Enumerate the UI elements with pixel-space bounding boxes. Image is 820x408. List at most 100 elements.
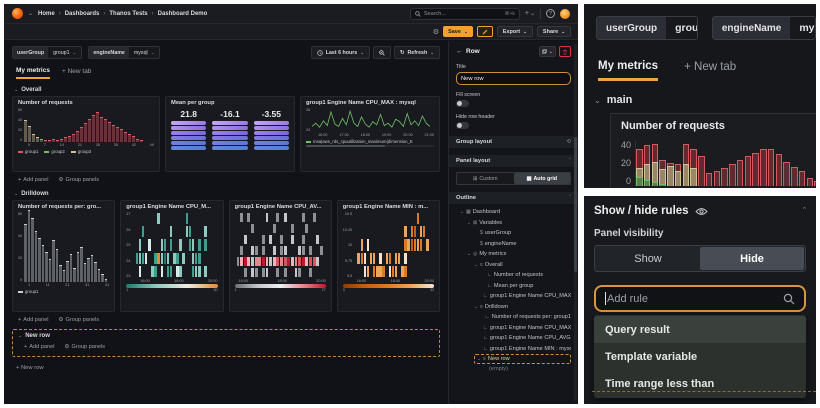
outline-node-mean-per-group[interactable]: ∟ Mean per group [487, 282, 534, 289]
legend-item[interactable]: msa|aws_rds_cpuutilization_maximum{dimen… [306, 139, 413, 144]
dashboard-settings-icon[interactable]: ⚙ [432, 28, 440, 36]
section-main[interactable]: ⌄ main [594, 94, 633, 106]
outline-node-number-of-requests[interactable]: ∟ Number of requests [487, 272, 544, 279]
breadcrumb-item[interactable]: Thanos Tests [109, 10, 148, 17]
outline-node-group1-engine-name-cpu-max-[interactable]: ∟ group1 Engine Name CPU_MAX... [483, 324, 571, 331]
outline-node-group1-engine-name-cpu-max-[interactable]: ∟ group1 Engine Name CPU_MAX... [483, 293, 571, 300]
new-row-section-selected[interactable]: ⌄ New row + Add panel ⚙ Group panels [12, 329, 440, 357]
legend-item[interactable]: group1 [18, 149, 38, 154]
outline-node-number-of-requests-per-group1[interactable]: ∟ Number of requests per: group1 [484, 314, 571, 321]
outline-node-dashboard[interactable]: ⌄ ▦ Dashboard [460, 209, 501, 216]
layout-option-auto-grid[interactable]: ▦ Auto grid [513, 173, 570, 184]
show-option[interactable]: Show [634, 252, 662, 265]
panel-heat-cpu-max[interactable]: group1 Engine Name CPU_M... 27 26 25 24 23 16… [120, 200, 224, 312]
line-plot [311, 108, 431, 132]
heat-cell [290, 235, 294, 244]
panel-layout-section[interactable]: Panel layout ˆ [449, 155, 578, 167]
export-button[interactable]: Export ⌄ [496, 26, 533, 37]
outline-section[interactable]: Outline ˆ [449, 192, 578, 204]
search-input[interactable]: Search... ⌘+k [409, 7, 520, 20]
pane-scrollbar[interactable] [574, 44, 577, 401]
outline-node-my-metrics[interactable]: ⌄ ◎ My metrics [467, 251, 507, 258]
panel-number-of-requests[interactable]: Number of requests 60 40 20 0 0 7 14 21 28 35 42 49… [12, 96, 160, 172]
copy-row-button[interactable]: ⌄ [539, 46, 556, 57]
group-panels-button[interactable]: ⚙ Group panels [58, 317, 100, 323]
help-button[interactable]: ? [546, 9, 555, 18]
hide-row-header-toggle[interactable] [456, 122, 469, 129]
group-panels-button[interactable]: ⚙ Group panels [58, 177, 100, 183]
tab-my-metrics[interactable]: My metrics [598, 60, 659, 81]
rule-option-time-range-less-than[interactable]: Time range less than [605, 377, 715, 390]
rule-option-query-result[interactable]: Query result [594, 316, 806, 343]
outline-node-drilldown[interactable]: ⌄ ≡ Drilldown [474, 303, 508, 310]
panel-requests-per-group[interactable]: Number of requests per: gro... 60 40 20 0 1 1… [12, 200, 116, 312]
add-panel-button[interactable]: + Add panel [18, 177, 49, 183]
time-range-picker[interactable]: Last 6 hours ⌄ [310, 46, 371, 59]
tab-my-metrics[interactable]: My metrics [16, 67, 50, 79]
gauge-bar [171, 131, 207, 135]
org-switcher-caret-icon[interactable]: ⌄ [28, 11, 34, 17]
outline-node-new-row[interactable]: ⌄ ≡ New row [474, 354, 571, 364]
group-panels-button[interactable]: ⚙ Group panels [64, 344, 106, 350]
add-rule-input[interactable]: Add rule [594, 285, 806, 312]
hide-option[interactable]: Hide [700, 247, 804, 270]
zoom-out-button[interactable] [373, 46, 392, 59]
delete-row-button[interactable] [559, 46, 571, 57]
outline-node-variables[interactable]: ⌄ ⊠ Variables [467, 219, 503, 226]
outline-node-group1-engine-name-min-mysql[interactable]: ∟ group1 Engine Name MIN : mysql [483, 345, 571, 352]
legend-scrollbar[interactable] [306, 145, 434, 147]
row-title-input[interactable]: New row [456, 72, 571, 85]
section-new-row[interactable]: ⌄ New row [18, 333, 50, 339]
add-panel-button[interactable]: + Add panel [24, 344, 55, 350]
edit-toggle-button[interactable] [476, 26, 493, 37]
user-avatar[interactable] [560, 8, 570, 19]
panel-mean-per-group[interactable]: Mean per group 21.8 -16.1 -3.55 [165, 96, 295, 172]
outline-node--empty-[interactable]: (empty) [489, 365, 508, 372]
heat-cell [305, 224, 309, 233]
legend-item[interactable]: group2 [44, 149, 65, 154]
panel-number-of-requests[interactable]: Number of requests 40 20 0 [610, 113, 816, 188]
section-overall[interactable]: ⌄ Overall [14, 87, 42, 93]
grafana-logo[interactable] [12, 8, 23, 19]
breadcrumb-item[interactable]: Dashboard Demo [157, 10, 208, 17]
tab-new-tab[interactable]: + New tab [684, 61, 737, 73]
heat-cell [401, 265, 404, 277]
tab-new-tab[interactable]: + New tab [61, 68, 92, 75]
search-icon [783, 293, 795, 304]
outline-node-enginename[interactable]: $ engineName [480, 240, 517, 247]
save-button[interactable]: Save ⌄ [443, 26, 473, 37]
group-layout-section[interactable]: Group layout ⟲ [449, 136, 578, 148]
back-arrow-icon[interactable]: ← [456, 48, 463, 55]
section-drilldown[interactable]: ⌄ Drilldown [14, 191, 49, 197]
bar [775, 153, 783, 186]
legend-item[interactable]: group1 [18, 289, 38, 294]
share-button[interactable]: Share ⌄ [536, 26, 571, 37]
panel-heat-min[interactable]: group1 Engine Name MIN : m... 10.5 10.25 1… [336, 200, 440, 312]
breadcrumb-item[interactable]: Home [38, 10, 55, 17]
new-row-button[interactable]: + New row [16, 365, 44, 371]
bar [651, 182, 659, 186]
collapse-chevron-icon[interactable]: ˆ [803, 206, 806, 216]
add-panel-button[interactable]: + Add panel [18, 317, 49, 323]
show-hide-rules-title: Show / hide rules [594, 205, 689, 217]
legend-item[interactable]: group3 [70, 149, 91, 154]
y-axis: 60 40 20 0 [18, 212, 23, 282]
legend: group1 [18, 289, 109, 294]
add-button[interactable]: + ⌄ [524, 10, 535, 17]
heat-cell [423, 226, 426, 238]
outline-node-usergroup[interactable]: $ userGroup [480, 230, 512, 237]
fill-screen-toggle[interactable] [456, 100, 469, 107]
outline-node-overall[interactable]: ⌄ ≡ Overall [474, 261, 503, 268]
bar [136, 138, 140, 142]
layout-option-custom[interactable]: ⊞ Custom [472, 175, 498, 182]
breadcrumb-item[interactable]: Dashboards [64, 10, 100, 17]
panel-heat-cpu-avg[interactable]: group1 Engine Name CPU_AV... 16:00 18:00 2… [228, 200, 332, 312]
refresh-button[interactable]: ↻ Refresh ⌄ [394, 46, 440, 59]
outline-node-group1-engine-name-cpu-avg-[interactable]: ∟ group1 Engine Name CPU_AVG ... [483, 335, 571, 342]
panel-cpu-max[interactable]: group1 Engine Name CPU_MAX : mysql 26 24 1… [300, 96, 440, 172]
rule-option-template-variable[interactable]: Template variable [605, 350, 698, 363]
